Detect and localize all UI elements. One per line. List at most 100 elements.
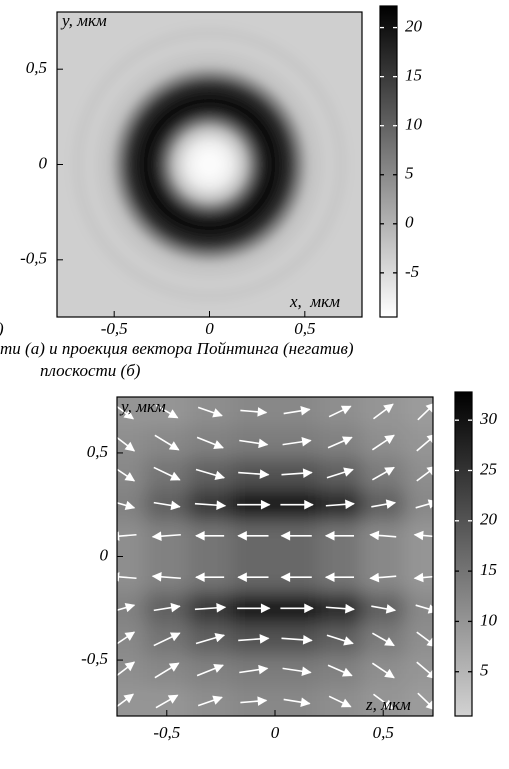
y-tick-label: -0,5: [81, 649, 108, 668]
heat-cell: [318, 520, 363, 557]
heatmap-cells: [117, 397, 433, 716]
heat-cell: [275, 520, 319, 557]
x-tick-label: -0,5: [101, 319, 128, 338]
vector-arrow: [326, 467, 354, 479]
heatmap: [117, 397, 433, 716]
heat-cell: [231, 685, 276, 716]
vector-arrow: [151, 572, 181, 582]
vector-arrow: [373, 403, 394, 420]
vector-arrow: [415, 604, 433, 614]
caption-line: плоскости (б): [40, 361, 141, 380]
y-tick-label: 0: [100, 545, 109, 564]
vector-arrow: [416, 661, 433, 680]
vector-arrow: [327, 664, 353, 677]
y-tick-label: 0,5: [87, 442, 108, 461]
heat-cell: [188, 556, 233, 594]
heatmap-cells: [57, 12, 362, 317]
vector-arrow: [117, 500, 136, 511]
vector-arrow: [415, 499, 433, 509]
y-axis-label: y, мкм: [119, 397, 166, 416]
y-tick-label: 0: [39, 153, 48, 172]
vector-arrow: [117, 631, 136, 645]
heat-cell: [117, 458, 146, 490]
vector-arrow: [117, 572, 137, 582]
heat-cell: [404, 685, 433, 716]
colorbar-tick-label: -5: [405, 262, 419, 281]
y-tick-label: 0,5: [26, 58, 47, 77]
heat-cell: [231, 520, 276, 557]
vector-arrow: [238, 469, 270, 479]
vector-arrow: [154, 434, 180, 451]
vector-arrow: [239, 664, 269, 675]
vector-arrow: [327, 436, 353, 449]
vector-arrow: [154, 662, 180, 679]
y-axis-label: y, мкм: [60, 11, 107, 30]
vector-arrow: [328, 405, 352, 418]
vector-arrow: [282, 437, 312, 447]
caption-line: ти (а) и проекция вектора Пойнтинга (нег…: [0, 339, 354, 358]
vector-arrow: [369, 572, 397, 583]
vector-arrow: [371, 662, 395, 679]
x-tick-label: 0: [271, 723, 280, 742]
heat-cell: [361, 556, 406, 594]
x-axis-label: z, мкм: [365, 695, 411, 714]
vector-arrow: [153, 500, 181, 511]
vector-arrow: [416, 433, 433, 452]
heat-cell: [117, 556, 146, 594]
vector-arrow: [373, 693, 394, 710]
x-axis-label: x, мкм: [289, 292, 340, 311]
heat-cell: [275, 397, 319, 428]
vector-arrow: [155, 404, 179, 419]
vector-arrow: [196, 436, 224, 450]
heat-cell: [117, 520, 146, 557]
colorbar: [454, 391, 473, 717]
vector-arrow: [117, 661, 136, 677]
vector-arrow: [371, 499, 397, 509]
heatmap: [57, 12, 362, 317]
vector-arrow: [194, 500, 227, 510]
vector-arrow: [369, 530, 397, 541]
vector-arrow: [153, 602, 181, 613]
vector-arrow: [283, 697, 311, 707]
vector-arrow: [197, 406, 223, 418]
heat-cell: [231, 556, 276, 594]
vector-arrow: [155, 694, 179, 709]
vector-arrow: [416, 465, 433, 482]
vector-arrow: [413, 530, 433, 541]
heat-cell: [404, 623, 433, 656]
heat-cell: [145, 520, 189, 557]
colorbar-tick-label: 10: [480, 610, 498, 629]
vector-arrow: [153, 632, 181, 647]
vector-arrow: [195, 468, 226, 480]
heat-cell: [361, 397, 406, 428]
heat-cell: [275, 556, 319, 594]
vector-arrow: [238, 634, 270, 644]
vector-arrow: [282, 666, 312, 676]
vector-arrow: [326, 634, 354, 646]
vector-arrow: [325, 603, 355, 614]
vector-arrow: [417, 692, 433, 711]
heat-cell: [318, 556, 363, 594]
vector-arrow: [195, 633, 226, 645]
x-tick-label: 0,5: [373, 723, 394, 742]
vector-arrow: [117, 468, 136, 482]
vector-arrow: [117, 531, 137, 541]
colorbar-tick-label: 15: [480, 560, 497, 579]
vector-arrow: [328, 695, 352, 708]
heat-cell: [117, 685, 146, 716]
colorbar-tick-label: 20: [480, 510, 498, 529]
vector-arrow: [416, 631, 433, 648]
colorbar-tick-label: 5: [480, 661, 489, 680]
x-tick-label: 0: [205, 319, 214, 338]
vector-arrow: [117, 436, 136, 452]
heat-cell: [404, 458, 433, 490]
heat-cell: [404, 520, 433, 557]
colorbar-tick-label: 15: [405, 66, 422, 85]
vector-arrow: [197, 695, 223, 707]
panel-label: ): [0, 319, 4, 338]
vector-arrow: [417, 402, 433, 421]
vector-arrow: [239, 438, 269, 449]
heat-cell: [318, 397, 363, 428]
heat-cell: [404, 489, 433, 521]
